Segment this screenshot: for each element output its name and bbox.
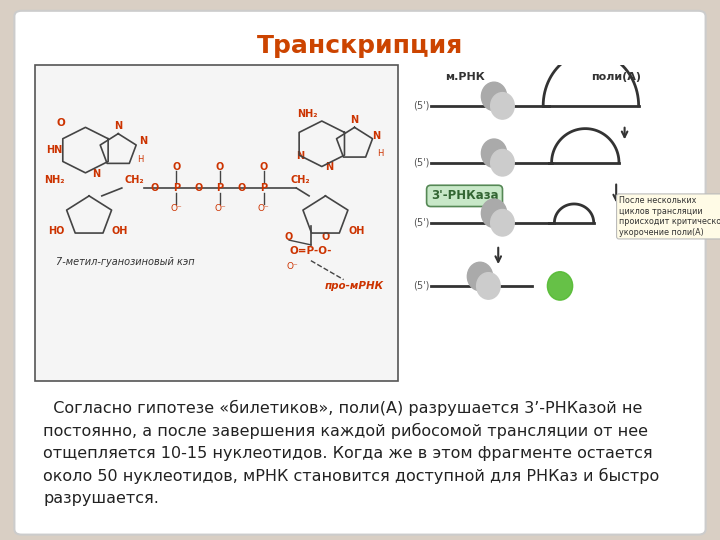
Text: N: N [372,131,380,141]
Text: P: P [217,183,223,193]
Text: H: H [377,148,383,158]
Text: O: O [150,183,158,193]
Text: 7-метил-гуанозиновый кэп: 7-метил-гуанозиновый кэп [56,257,195,267]
Text: P: P [173,183,180,193]
Circle shape [490,210,514,236]
Text: O: O [56,118,65,128]
Text: O=P-O-: O=P-O- [289,246,332,256]
Text: O: O [285,232,293,242]
Text: N: N [140,136,148,146]
Text: HN: HN [46,145,63,155]
Text: N: N [351,115,359,125]
Text: (5'): (5') [413,158,429,168]
Text: P: P [260,183,267,193]
Text: м.РНК: м.РНК [445,72,485,83]
FancyBboxPatch shape [14,11,706,535]
Text: (5'): (5') [413,218,429,228]
Text: N: N [114,122,122,131]
Text: OH: OH [112,226,128,235]
Circle shape [467,262,492,291]
Circle shape [490,150,514,176]
Circle shape [482,199,507,227]
Text: После нескольких
циклов трансляции
происходит критическое
укорочение поли(А): После нескольких циклов трансляции проис… [619,197,720,237]
Text: 3'-РНКаза: 3'-РНКаза [431,190,498,202]
Circle shape [477,273,500,299]
Text: HO: HO [48,226,65,235]
Text: O: O [321,232,330,242]
Text: Транскрипция: Транскрипция [257,34,463,58]
Text: N: N [92,169,100,179]
Text: Согласно гипотезе «билетиков», поли(А) разрушается 3’-РНКазой не
постоянно, а по: Согласно гипотезе «билетиков», поли(А) р… [43,400,660,506]
Circle shape [482,82,507,111]
Text: H: H [137,155,143,164]
Text: NH₂: NH₂ [297,109,318,119]
Text: про-мРНК: про-мРНК [325,281,384,291]
Text: O: O [238,183,246,193]
Text: O: O [259,161,268,172]
Text: O: O [172,161,181,172]
Text: O: O [216,161,224,172]
Text: CH₂: CH₂ [125,175,145,185]
Text: O⁻: O⁻ [214,204,226,213]
Text: (5'): (5') [413,281,429,291]
Text: (5'): (5') [413,101,429,111]
Text: N: N [296,151,304,161]
Text: OH: OH [348,226,364,235]
Text: O: O [194,183,202,193]
Circle shape [482,139,507,167]
Text: CH₂: CH₂ [291,175,310,185]
Text: NH₂: NH₂ [45,175,65,185]
Text: O⁻: O⁻ [171,204,182,213]
Text: N: N [325,163,333,172]
Circle shape [490,92,514,119]
Text: O⁻: O⁻ [258,204,269,213]
Text: O⁻: O⁻ [287,262,299,272]
Circle shape [547,272,572,300]
FancyBboxPatch shape [35,65,398,381]
Text: поли(А): поли(А) [591,72,642,83]
